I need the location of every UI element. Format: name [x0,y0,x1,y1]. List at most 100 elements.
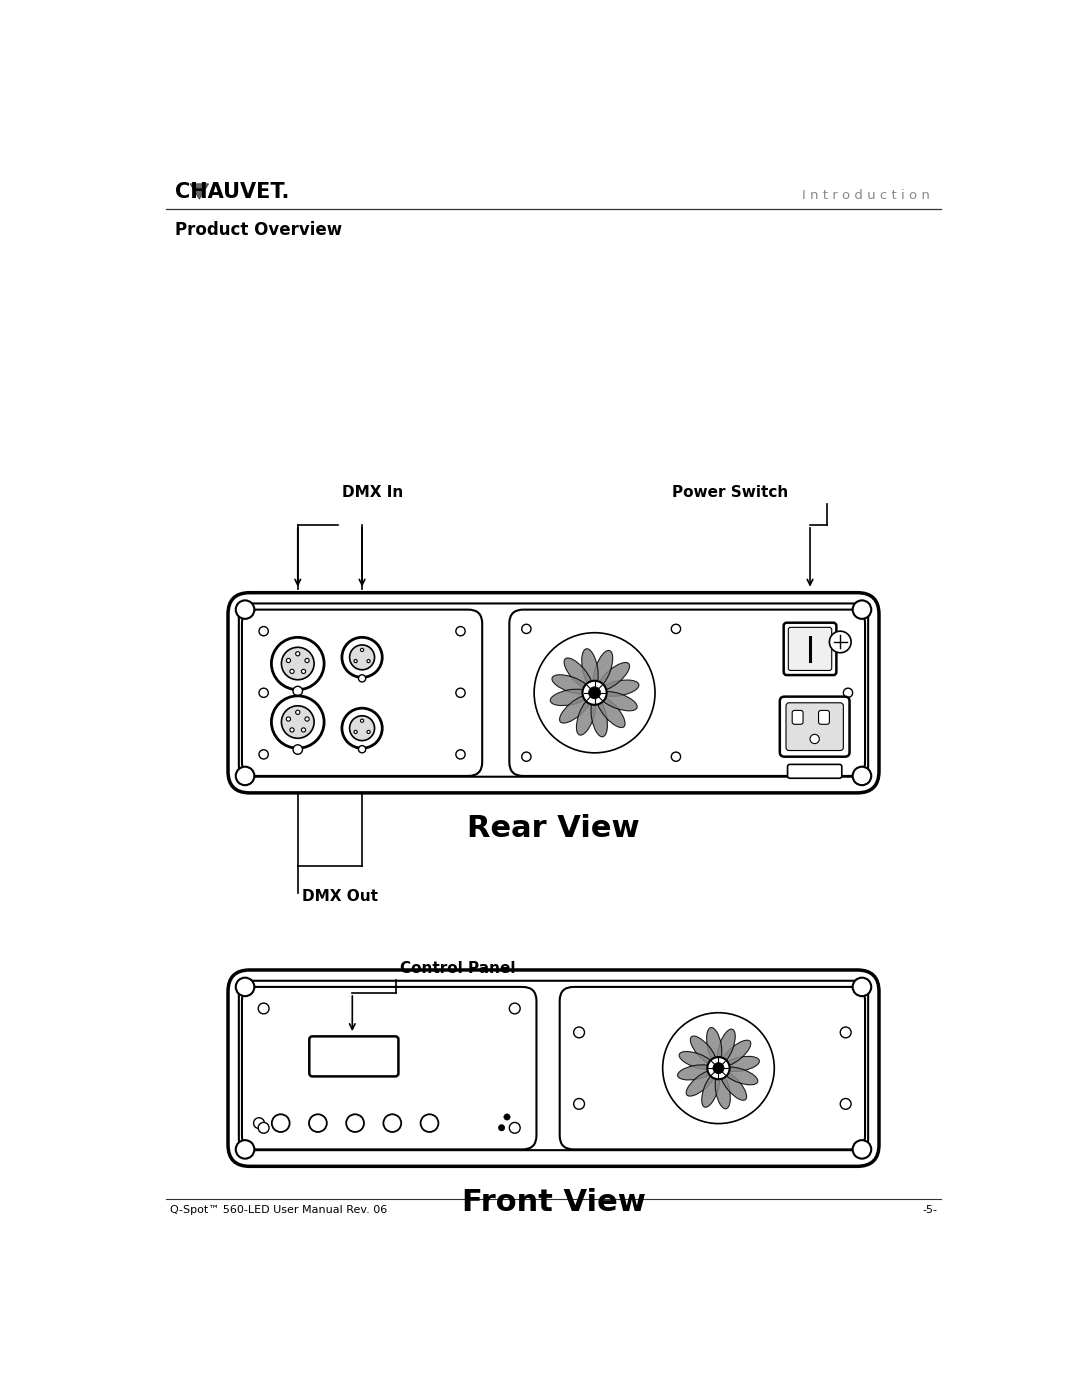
Circle shape [843,689,852,697]
FancyBboxPatch shape [819,711,829,724]
Circle shape [504,1113,510,1120]
Circle shape [309,1115,327,1132]
Ellipse shape [597,696,625,728]
Circle shape [573,1027,584,1038]
Circle shape [347,1115,364,1132]
Text: CHAUVET.: CHAUVET. [175,182,289,203]
Circle shape [286,658,291,662]
Ellipse shape [582,648,598,687]
Circle shape [271,637,324,690]
Circle shape [235,601,255,619]
Circle shape [582,680,607,705]
Polygon shape [190,184,208,200]
Circle shape [342,708,382,749]
Circle shape [573,1098,584,1109]
Circle shape [259,627,268,636]
Circle shape [301,728,306,732]
Ellipse shape [564,658,592,689]
Circle shape [272,1115,289,1132]
Circle shape [367,659,370,662]
Ellipse shape [686,1070,715,1097]
Circle shape [840,1098,851,1109]
Ellipse shape [720,1071,746,1101]
Ellipse shape [559,696,591,724]
Circle shape [852,978,872,996]
Circle shape [589,687,600,698]
Circle shape [522,752,531,761]
Circle shape [510,1003,521,1014]
Ellipse shape [550,689,589,705]
Circle shape [293,686,302,696]
Circle shape [282,647,314,680]
FancyBboxPatch shape [788,627,832,671]
Circle shape [271,696,324,749]
Circle shape [282,705,314,738]
Circle shape [840,1027,851,1038]
Circle shape [383,1115,401,1132]
Circle shape [305,658,309,662]
Text: -5-: -5- [922,1204,937,1215]
FancyBboxPatch shape [228,592,879,793]
Circle shape [305,717,309,721]
Circle shape [350,645,375,669]
Circle shape [810,735,820,743]
Ellipse shape [724,1056,759,1071]
Ellipse shape [677,1065,713,1080]
Text: DMX In: DMX In [341,485,403,500]
Ellipse shape [717,1030,735,1063]
Ellipse shape [706,1028,721,1063]
Circle shape [235,1140,255,1158]
Ellipse shape [715,1073,730,1109]
Circle shape [258,1003,269,1014]
Circle shape [852,1140,872,1158]
Circle shape [289,728,294,732]
Ellipse shape [591,698,607,736]
Ellipse shape [600,680,639,696]
Ellipse shape [577,698,596,735]
Circle shape [259,750,268,759]
Circle shape [259,689,268,697]
Ellipse shape [599,692,637,711]
FancyBboxPatch shape [239,981,868,1150]
Circle shape [672,752,680,761]
Text: Control Panel: Control Panel [401,961,516,977]
Text: DMX Out: DMX Out [301,888,378,904]
Circle shape [361,719,364,722]
Circle shape [420,1115,438,1132]
Circle shape [522,624,531,633]
Circle shape [258,1122,269,1133]
Circle shape [354,659,357,662]
Ellipse shape [690,1037,716,1065]
Ellipse shape [721,1041,751,1066]
Circle shape [829,631,851,652]
Ellipse shape [702,1073,719,1108]
FancyBboxPatch shape [780,697,850,757]
Ellipse shape [598,662,630,690]
Circle shape [296,651,300,655]
FancyBboxPatch shape [228,970,879,1166]
Circle shape [852,767,872,785]
Text: Power Switch: Power Switch [672,485,788,500]
Circle shape [456,627,465,636]
Circle shape [254,1118,265,1129]
Circle shape [354,731,357,733]
Circle shape [367,731,370,733]
Circle shape [350,715,375,740]
Circle shape [286,717,291,721]
FancyBboxPatch shape [793,711,804,724]
Circle shape [293,745,302,754]
FancyBboxPatch shape [787,764,841,778]
Circle shape [499,1125,504,1130]
Circle shape [456,750,465,759]
Circle shape [296,710,300,714]
FancyBboxPatch shape [309,1037,399,1077]
Ellipse shape [679,1052,714,1069]
Circle shape [672,624,680,633]
Text: Q-Spot™ 560-LED User Manual Rev. 06: Q-Spot™ 560-LED User Manual Rev. 06 [170,1204,387,1215]
Circle shape [713,1063,724,1074]
FancyBboxPatch shape [559,986,865,1150]
FancyBboxPatch shape [786,703,843,750]
FancyBboxPatch shape [242,609,482,775]
Text: I n t r o d u c t i o n: I n t r o d u c t i o n [801,189,930,203]
Circle shape [359,675,366,682]
